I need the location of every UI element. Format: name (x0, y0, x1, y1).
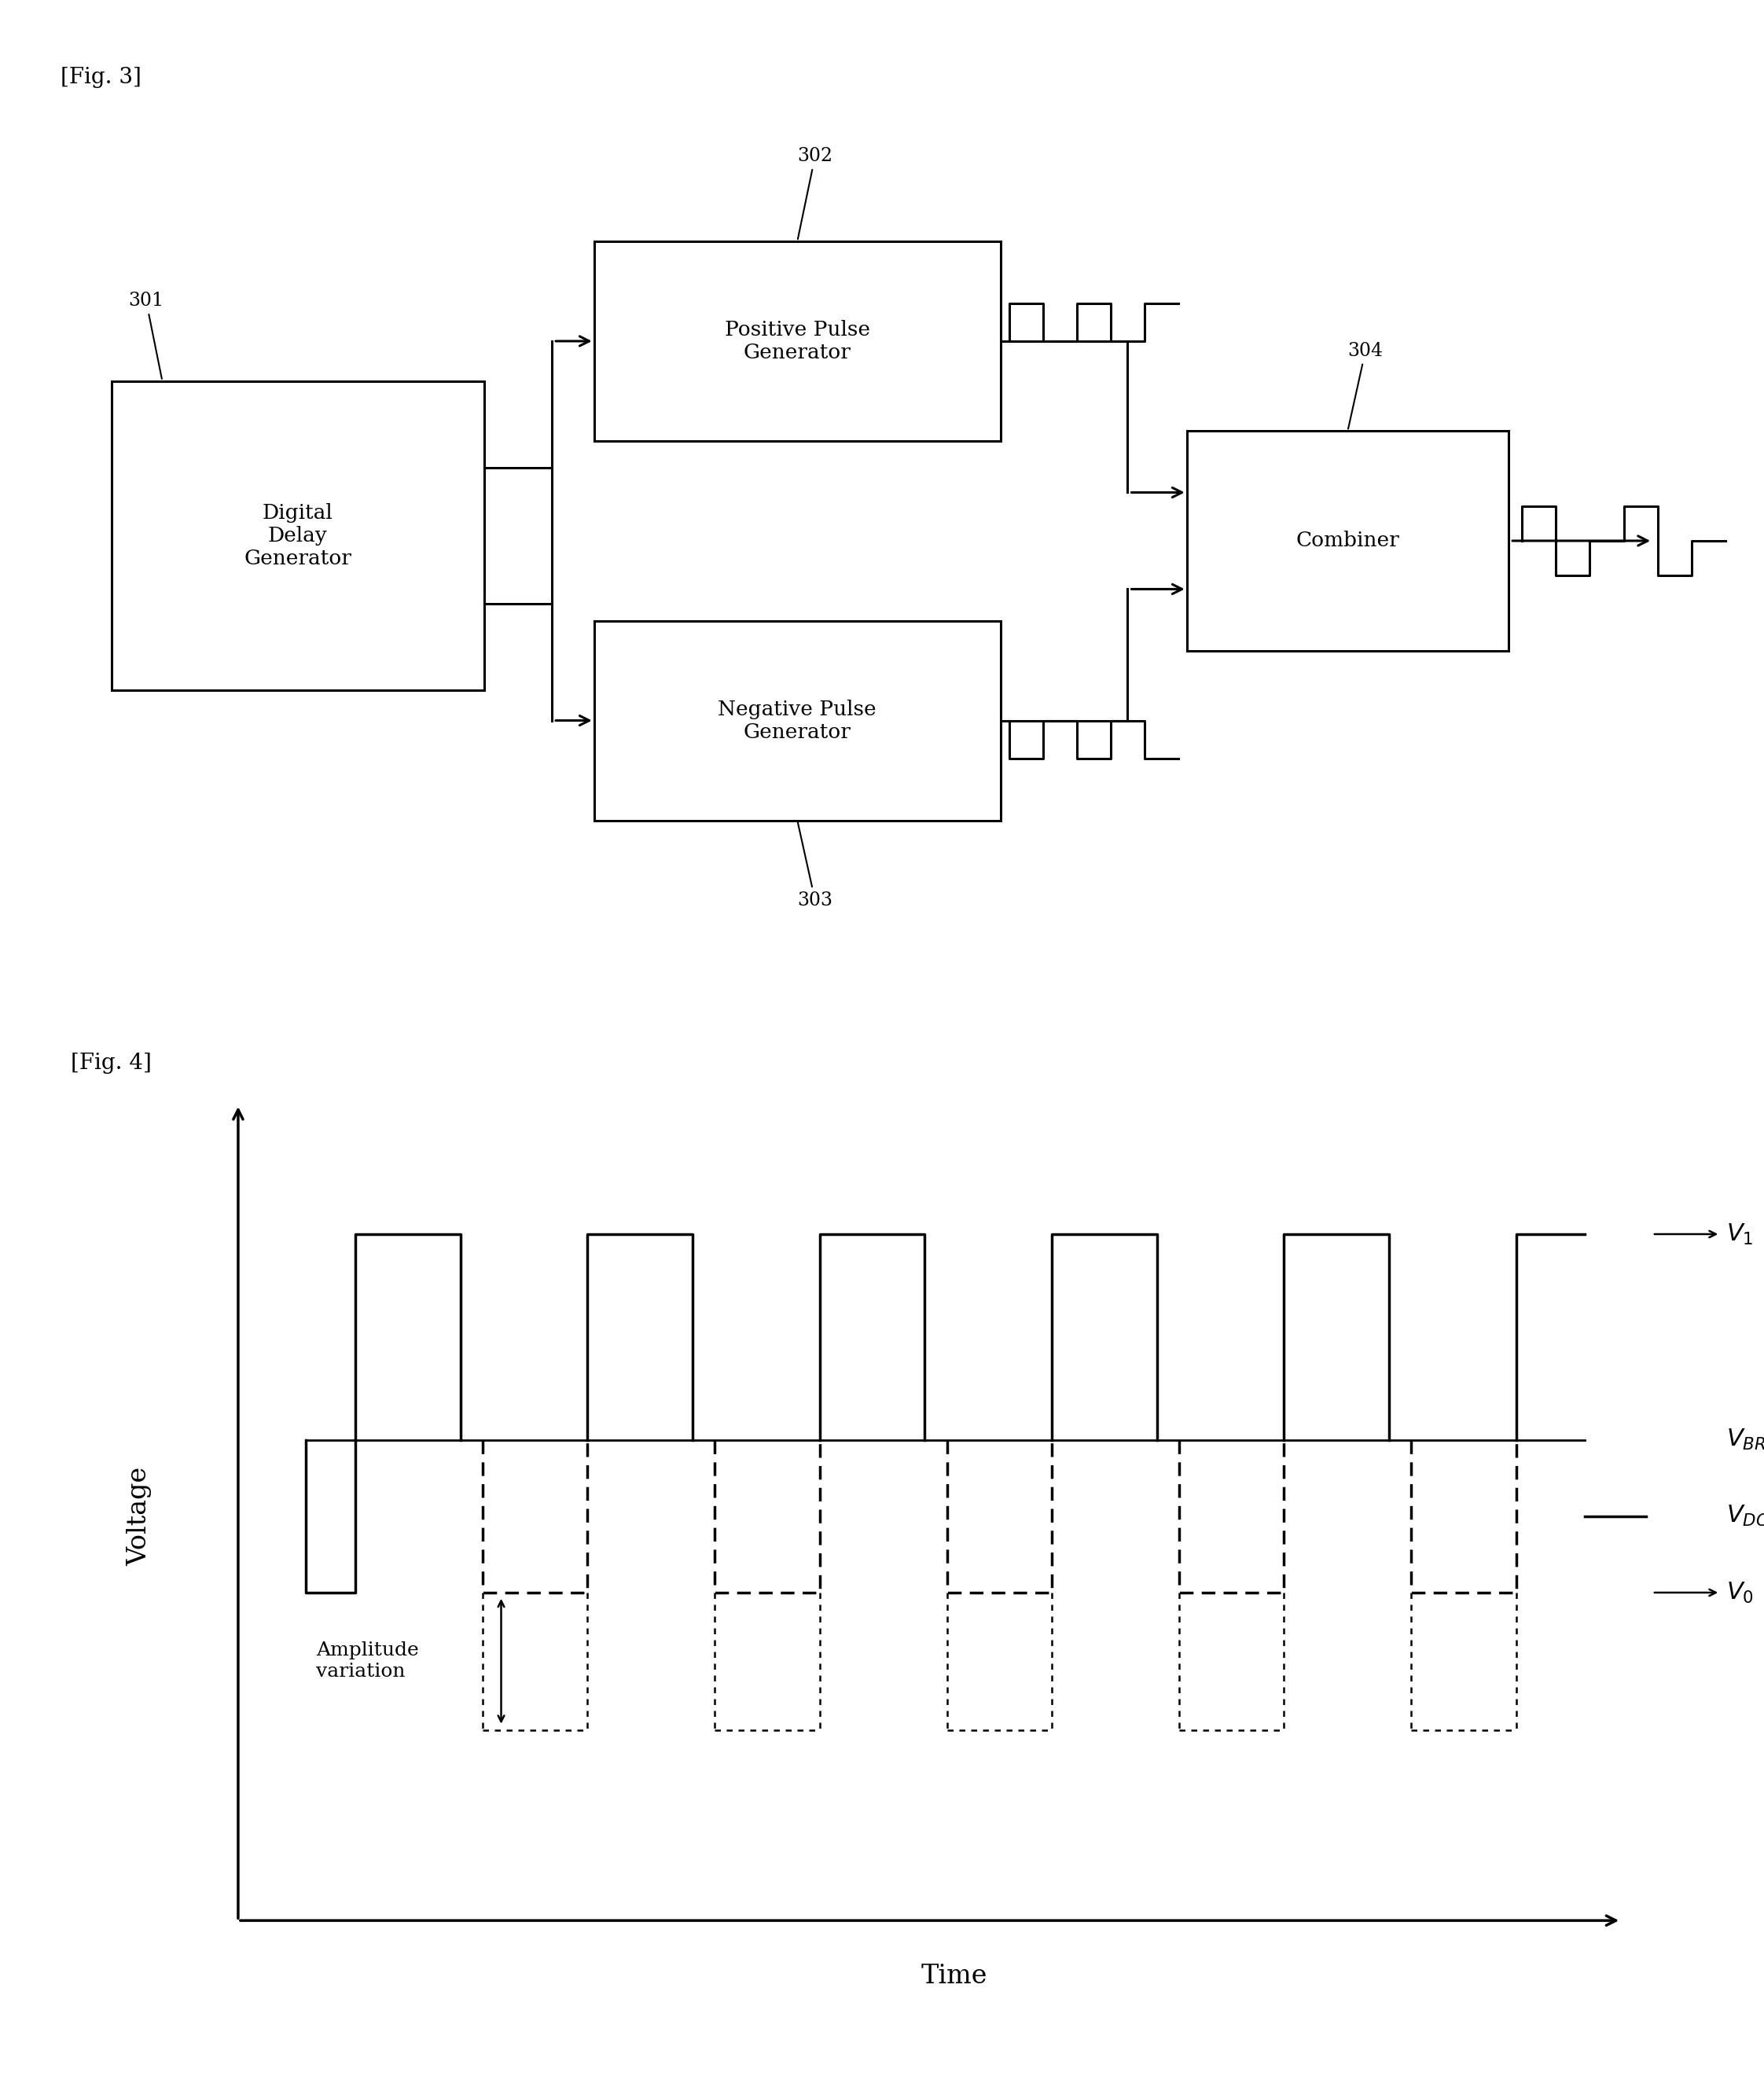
Text: Voltage: Voltage (127, 1466, 152, 1566)
Text: Positive Pulse
Generator: Positive Pulse Generator (725, 320, 870, 362)
Bar (1187, 431, 1508, 651)
Text: $\mathit{V_1}$: $\mathit{V_1}$ (1727, 1221, 1753, 1246)
Text: 301: 301 (129, 291, 164, 379)
Text: 303: 303 (797, 822, 833, 909)
Text: Digital
Delay
Generator: Digital Delay Generator (243, 503, 351, 568)
Text: [Fig. 3]: [Fig. 3] (60, 67, 141, 87)
Text: Combiner: Combiner (1297, 530, 1399, 551)
Bar (594, 620, 1000, 820)
Bar (594, 241, 1000, 441)
Bar (111, 381, 483, 691)
Text: Negative Pulse
Generator: Negative Pulse Generator (718, 699, 877, 743)
Text: Amplitude
variation: Amplitude variation (316, 1641, 418, 1681)
Text: 302: 302 (797, 148, 833, 239)
Text: 304: 304 (1348, 341, 1383, 428)
Text: $\mathit{V_{BR}}$: $\mathit{V_{BR}}$ (1727, 1427, 1764, 1452)
Text: $\mathit{V_0}$: $\mathit{V_0}$ (1727, 1581, 1753, 1606)
Text: $\mathit{V_{DC}}$: $\mathit{V_{DC}}$ (1727, 1504, 1764, 1529)
Text: Time: Time (921, 1964, 988, 1988)
Text: [Fig. 4]: [Fig. 4] (71, 1052, 152, 1073)
